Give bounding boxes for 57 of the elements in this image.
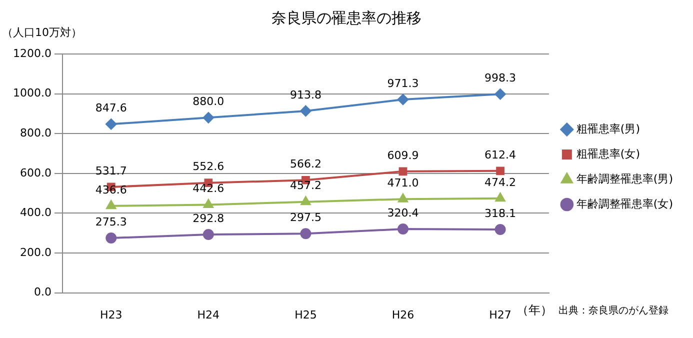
data-label: 318.1 [484,206,516,220]
point [494,224,506,235]
data-label: 847.6 [95,101,127,114]
y-tick-label: 600.0 [20,166,52,180]
y-tick-label: 0.0 [34,286,52,299]
point [398,167,408,176]
chart-title: 奈良県の罹患率の推移 [272,8,422,27]
data-label: 998.3 [484,72,516,84]
data-label: 531.7 [95,164,127,178]
data-label: 609.9 [387,148,419,162]
data-label: 320.4 [387,206,419,220]
source-note: 出典：奈良県のがん登録 [558,304,668,316]
x-tick-label: H23 [100,308,122,322]
y-tick-label: 200.0 [20,246,52,259]
x-tick-label: H24 [197,308,220,322]
data-label: 612.4 [484,148,516,162]
x-tick-label: H26 [392,308,414,322]
point [495,192,506,202]
legend-label: 粗罹患率(女) [576,147,640,160]
point [106,232,117,244]
y-tick-label: 1000.0 [12,86,52,100]
y-tick-label: 800.0 [20,126,52,140]
point [397,224,408,235]
data-label: 292.8 [192,212,224,225]
data-label: 971.3 [387,76,419,90]
legend-label: 年齢調整罹患率(男) [576,172,674,186]
data-label: 566.2 [290,157,322,170]
point [300,105,312,116]
point [398,194,408,202]
point [494,88,506,100]
point [204,199,214,208]
point [106,200,116,210]
data-label: 552.6 [192,160,224,174]
x-tick-label: H27 [489,308,512,322]
legend-label: 年齢調整罹患率(女) [576,197,674,210]
data-label: 442.6 [192,182,224,196]
data-label: 471.0 [387,176,419,190]
data-label: 275.3 [95,215,127,228]
point [106,118,117,130]
y-axis-title: （人口10万対） [2,26,82,39]
point [300,228,312,240]
data-label: 880.0 [192,95,224,108]
x-tick-label: H25 [294,308,317,322]
y-tick-label: 400.0 [20,206,52,220]
data-label: 474.2 [484,176,516,189]
data-label: 436.6 [95,183,127,196]
point [496,166,504,176]
point [300,196,311,206]
point [202,112,214,124]
data-label: 297.5 [290,210,322,224]
data-label: 457.2 [290,179,322,192]
data-label: 913.8 [290,88,322,102]
point [202,229,214,240]
y-tick-label: 1200.0 [12,46,52,60]
point [397,94,408,106]
x-axis-title: （年） [516,302,552,317]
legend-label: 粗罹患率(男) [576,122,640,136]
